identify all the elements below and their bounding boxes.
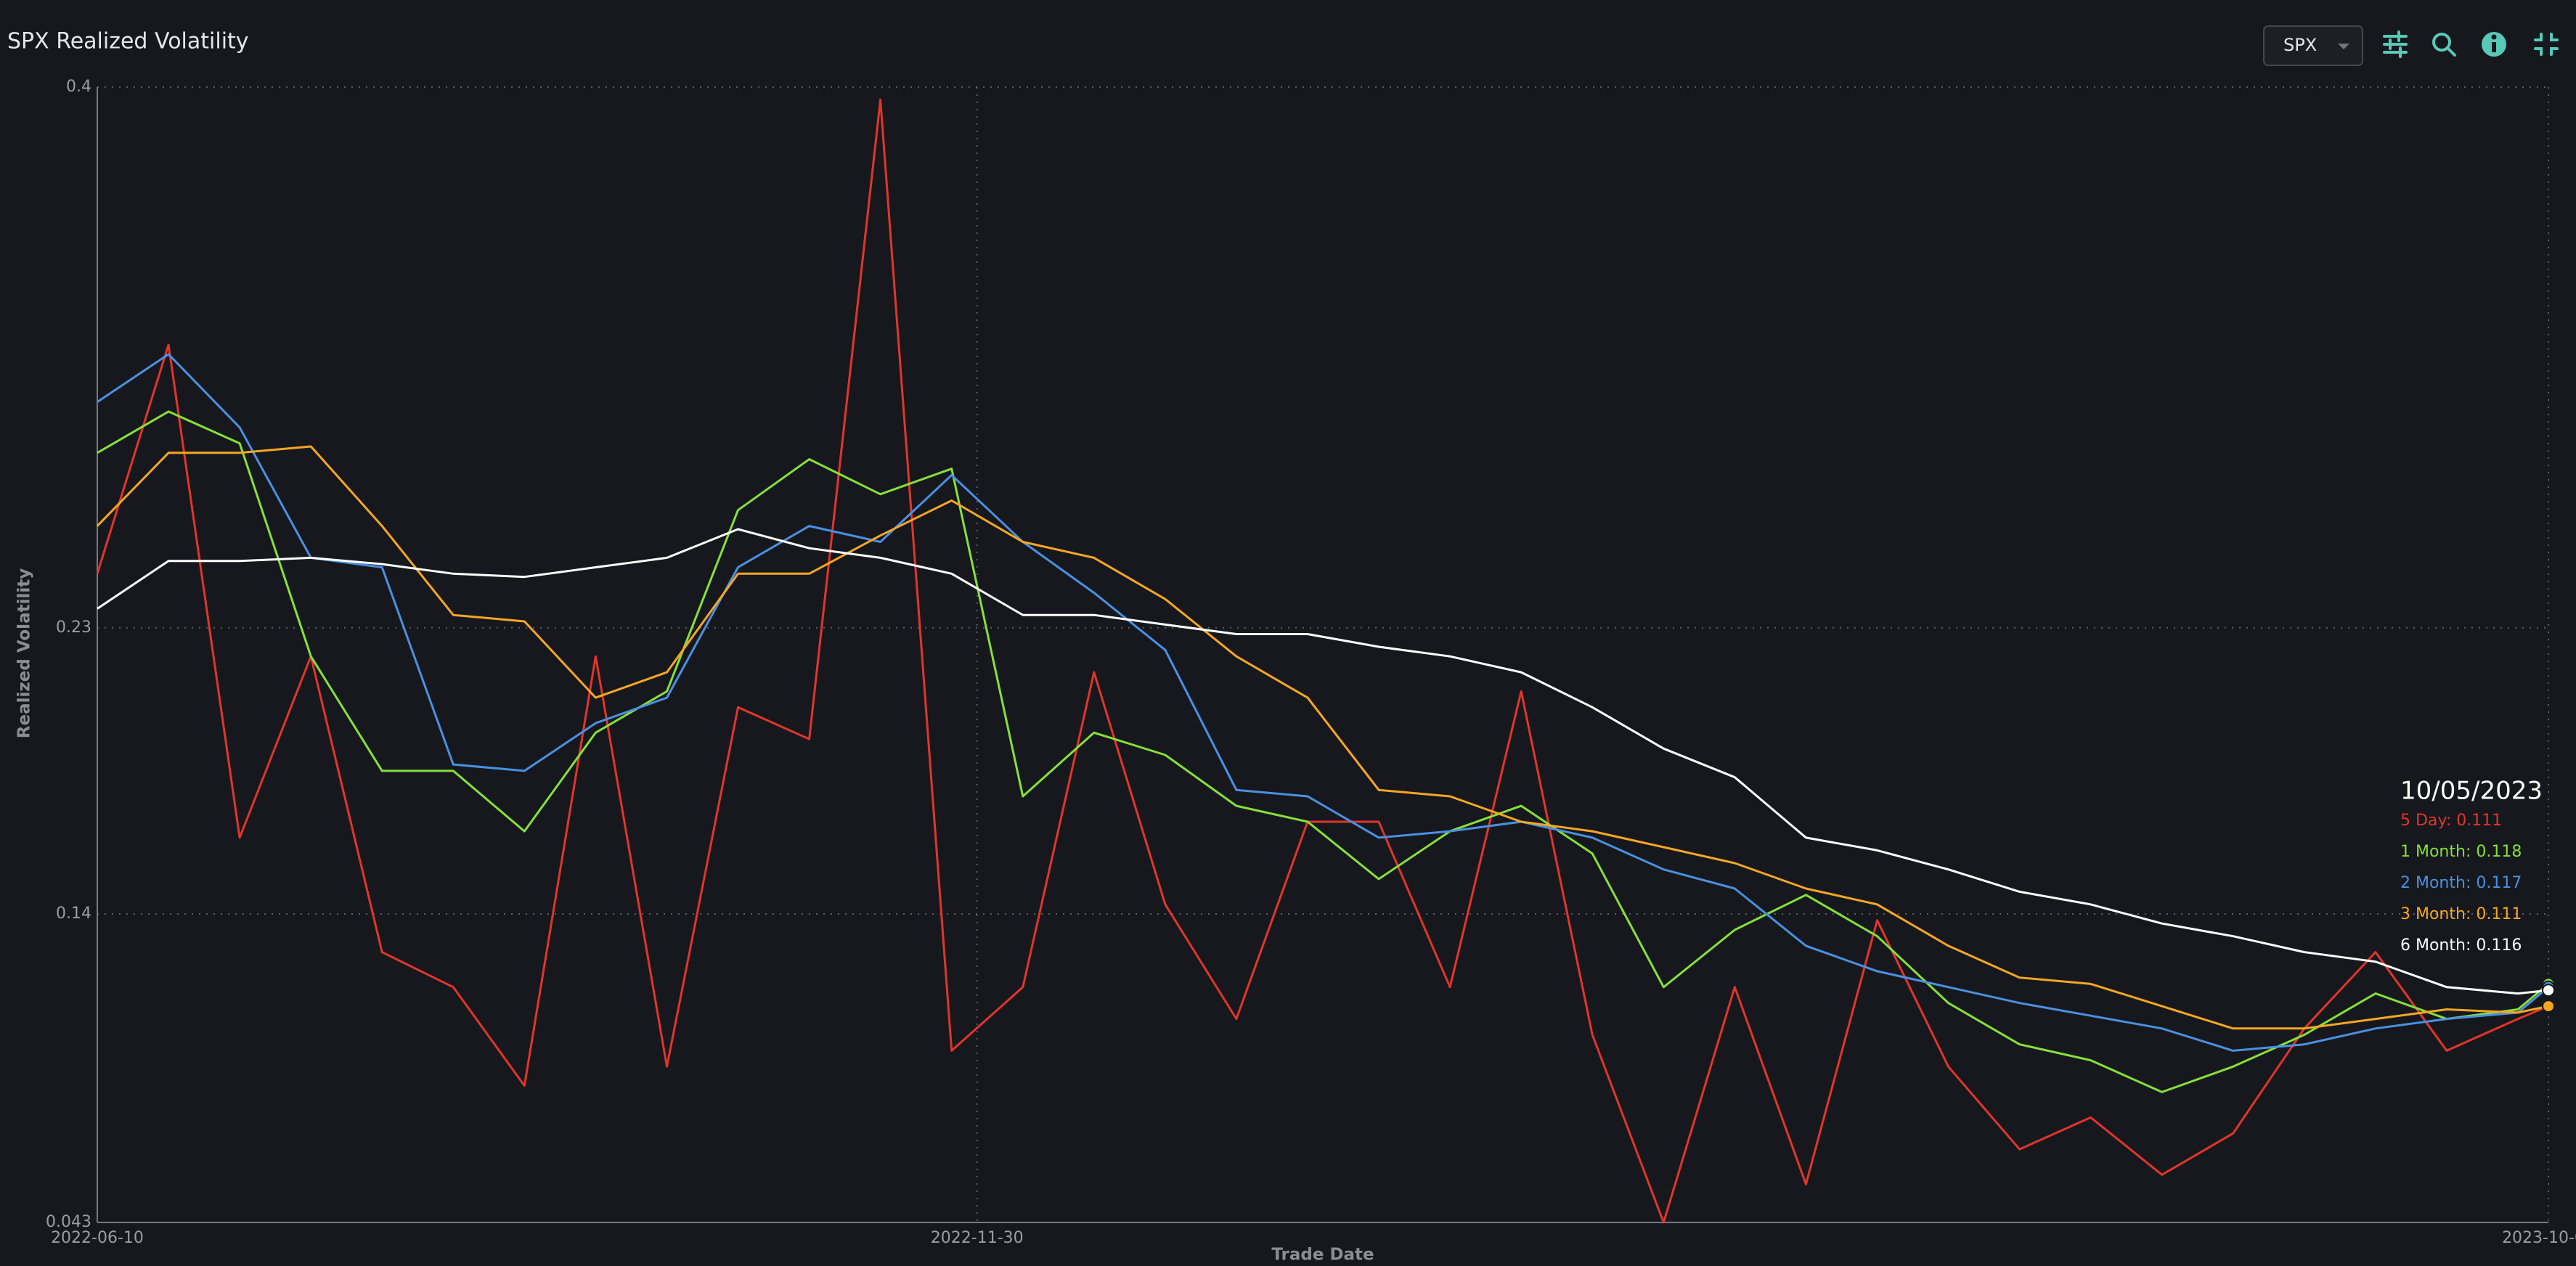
x-tick-label: 2022-06-10 — [51, 1229, 144, 1247]
select-label[interactable]: SPX — [2283, 35, 2317, 55]
collapse-icon[interactable] — [2534, 33, 2559, 56]
series-line — [97, 353, 2549, 1052]
tooltip-title: 10/05/2023 — [2400, 777, 2543, 806]
settings-icon[interactable] — [2383, 30, 2408, 58]
select-arrow[interactable] — [2338, 44, 2349, 49]
info-dot[interactable] — [2491, 34, 2497, 40]
x-tick-label: 2023-10-05 — [2502, 1229, 2576, 1247]
y-tick-label: 0.043 — [46, 1213, 91, 1231]
series-line — [96, 445, 2549, 1030]
y-tick-label: 0.23 — [56, 618, 91, 637]
select-box[interactable] — [2263, 25, 2363, 66]
tooltip-item: 5 Day: 0.111 — [2400, 812, 2502, 830]
tooltip-item: 6 Month: 0.116 — [2400, 936, 2522, 955]
series-line — [97, 528, 2549, 995]
y-axis-title: Realized Volatility — [15, 568, 34, 738]
series-line — [96, 99, 2549, 1224]
end-marker — [2542, 984, 2555, 997]
x-axis-title: Trade Date — [1271, 1246, 1374, 1265]
y-tick-label: 0.14 — [56, 904, 91, 923]
tooltip-item: 2 Month: 0.117 — [2400, 874, 2522, 892]
ticker-select[interactable]: SPX — [2263, 25, 2363, 66]
series-line — [97, 410, 2549, 1093]
tooltip-item: 3 Month: 0.111 — [2400, 905, 2522, 923]
zoom-icon[interactable] — [2432, 33, 2456, 57]
info-icon[interactable] — [2482, 32, 2506, 57]
x-tick-label: 2022-11-30 — [931, 1229, 1024, 1247]
tooltip-item: 1 Month: 0.118 — [2400, 843, 2522, 861]
chart-title: SPX Realized Volatility — [7, 29, 249, 54]
info-bar[interactable] — [2492, 42, 2496, 52]
end-marker — [2542, 1000, 2555, 1013]
y-tick-label: 0.4 — [66, 78, 91, 96]
